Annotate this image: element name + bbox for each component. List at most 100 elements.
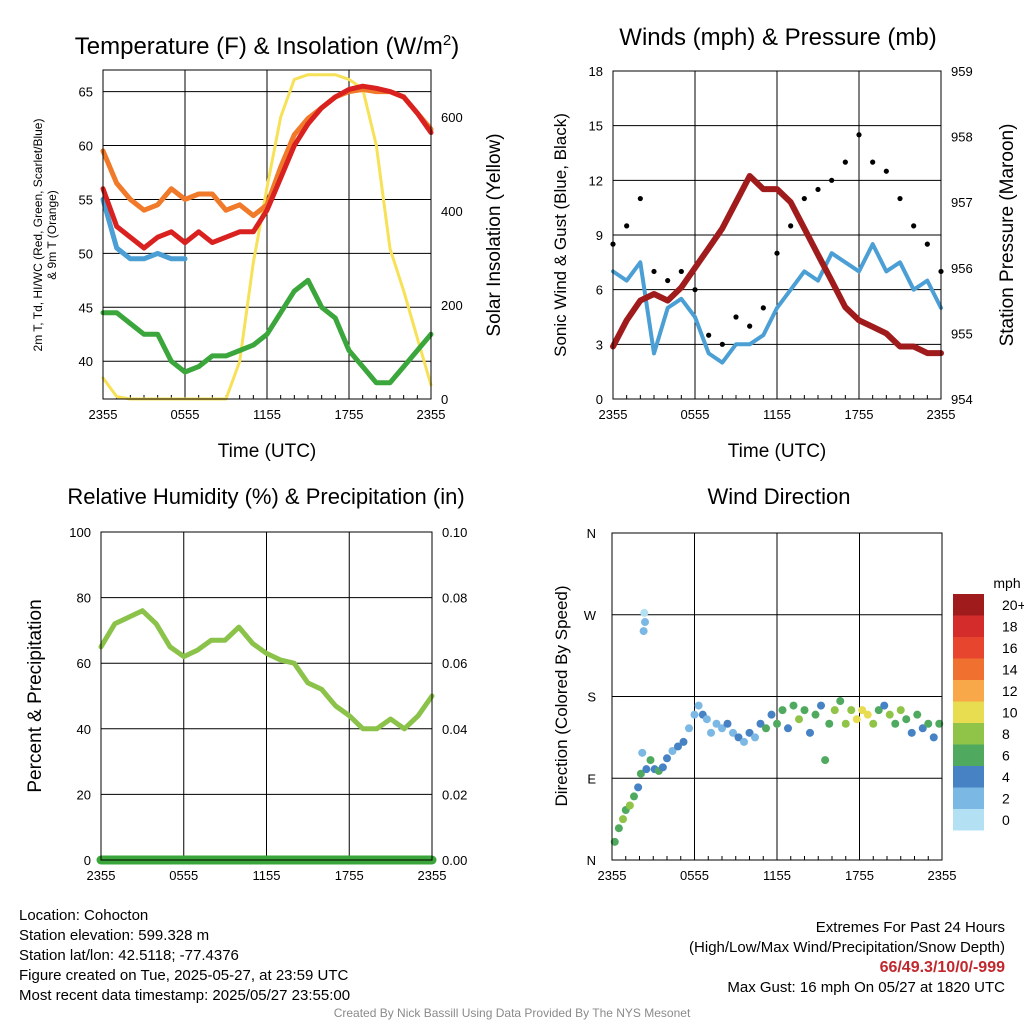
y-tick-label: 0 (84, 853, 91, 868)
station-elevation: Station elevation: 599.328 m (19, 927, 210, 944)
x-tick-label: 1155 (763, 407, 791, 422)
y-tick-label: 60 (79, 139, 93, 154)
wind-direction-x-ticks: 2355 0555 1155 1755 2355 (598, 868, 957, 883)
direction-point (902, 715, 911, 724)
insolation-y-ticks: 0 200 400 600 (441, 110, 463, 407)
wind-direction-title: Wind Direction (707, 484, 850, 509)
gust-point (856, 132, 862, 138)
direction-point (614, 824, 623, 833)
legend-label: 18 (1002, 619, 1018, 635)
temperature-panel: Temperature (F) & Insolation (W/m2) 40 45… (31, 32, 505, 462)
y-tick-label: 18 (589, 64, 603, 79)
direction-point (668, 747, 677, 755)
legend-swatch (953, 658, 984, 680)
gust-point (747, 323, 753, 329)
direction-point (836, 697, 845, 706)
direction-point (734, 733, 743, 742)
x-tick-label: 1755 (335, 407, 364, 422)
temperature-ylabel-line2: & 9m T (Orange) (45, 190, 59, 280)
direction-point (712, 719, 721, 728)
direction-point (685, 724, 693, 733)
humidity-ylabel: Percent & Precipitation (25, 599, 46, 792)
legend-swatch (953, 701, 984, 723)
direction-point (751, 733, 759, 742)
legend-label: 4 (1002, 769, 1010, 785)
direction-point (880, 701, 889, 710)
direction-point (907, 728, 916, 737)
x-tick-label: 2355 (927, 407, 956, 422)
series-line (100, 196, 188, 262)
humidity-title: Relative Humidity (%) & Precipitation (i… (67, 484, 464, 509)
x-tick-label: 0555 (681, 407, 710, 422)
direction-point (821, 756, 830, 765)
gust-point (774, 250, 780, 256)
direction-point (924, 719, 933, 728)
legend-label: 2 (1002, 791, 1010, 807)
legend-label: 20+ (1002, 597, 1024, 613)
direction-point (729, 728, 737, 737)
legend-label: 8 (1002, 726, 1010, 742)
y-right-tick-label: 958 (951, 130, 973, 145)
recent-timestamp: Most recent data timestamp: 2025/05/27 2… (19, 987, 351, 1004)
direction-point (773, 719, 781, 728)
legend-swatch (953, 744, 984, 766)
direction-point (745, 728, 754, 737)
wind-speed-line (611, 242, 943, 365)
direction-tick-label: N (587, 526, 596, 541)
humidity-grid (101, 532, 432, 860)
x-tick-label: 2355 (89, 407, 118, 422)
x-tick-label: 1755 (845, 407, 874, 422)
x-tick-label: 2355 (928, 868, 957, 883)
temperature-frame (102, 69, 432, 400)
direction-point (679, 737, 688, 746)
x-tick-label: 1155 (253, 868, 281, 883)
direction-point (634, 783, 643, 792)
direction-tick-label: E (587, 771, 596, 786)
direction-point (642, 765, 651, 774)
x-tick-label: 2355 (417, 407, 446, 422)
humidity-frame (100, 531, 433, 861)
direction-point (762, 724, 770, 733)
winds-frame (612, 70, 942, 400)
gust-point (911, 223, 917, 229)
y-right-tick-label: 0.04 (442, 722, 467, 737)
y-tick-label: 15 (589, 119, 603, 134)
winds-xlabel: Time (UTC) (728, 441, 827, 462)
y-tick-label: 45 (79, 300, 93, 315)
direction-point (636, 769, 645, 778)
gust-point (897, 195, 903, 202)
gust-point (692, 287, 698, 293)
direction-point (817, 701, 825, 710)
y-right-tick-label: 0.06 (442, 656, 467, 671)
humidity-line (98, 608, 435, 732)
legend-label: 12 (1002, 683, 1018, 699)
legend-swatch (953, 787, 984, 809)
direction-point (795, 715, 803, 724)
direction-point (811, 710, 820, 719)
gust-point (733, 314, 739, 320)
y-tick-label: 3 (596, 337, 603, 352)
direction-point (702, 715, 711, 724)
direction-point (830, 706, 839, 715)
winds-series (610, 132, 944, 365)
temperature-grid (103, 70, 431, 399)
direction-point (610, 837, 619, 846)
y-right-tick-label: 956 (951, 261, 973, 276)
direction-point (789, 701, 798, 710)
x-tick-label: 1755 (845, 868, 874, 883)
gust-point (801, 195, 807, 202)
y-tick-label: 65 (79, 85, 93, 100)
x-tick-label: 0555 (680, 868, 709, 883)
winds-x-ticks: 2355 0555 1155 1755 2355 (599, 407, 956, 422)
y-tick-label: 12 (589, 173, 603, 188)
direction-tick-label: S (587, 690, 596, 705)
direction-point (841, 719, 850, 728)
y-tick-label: 55 (79, 192, 93, 207)
direction-point (641, 618, 649, 627)
x-tick-label: 0555 (171, 407, 200, 422)
direction-tick-label: N (587, 853, 596, 868)
wind-direction-frame (611, 532, 943, 861)
direction-point (896, 706, 905, 715)
